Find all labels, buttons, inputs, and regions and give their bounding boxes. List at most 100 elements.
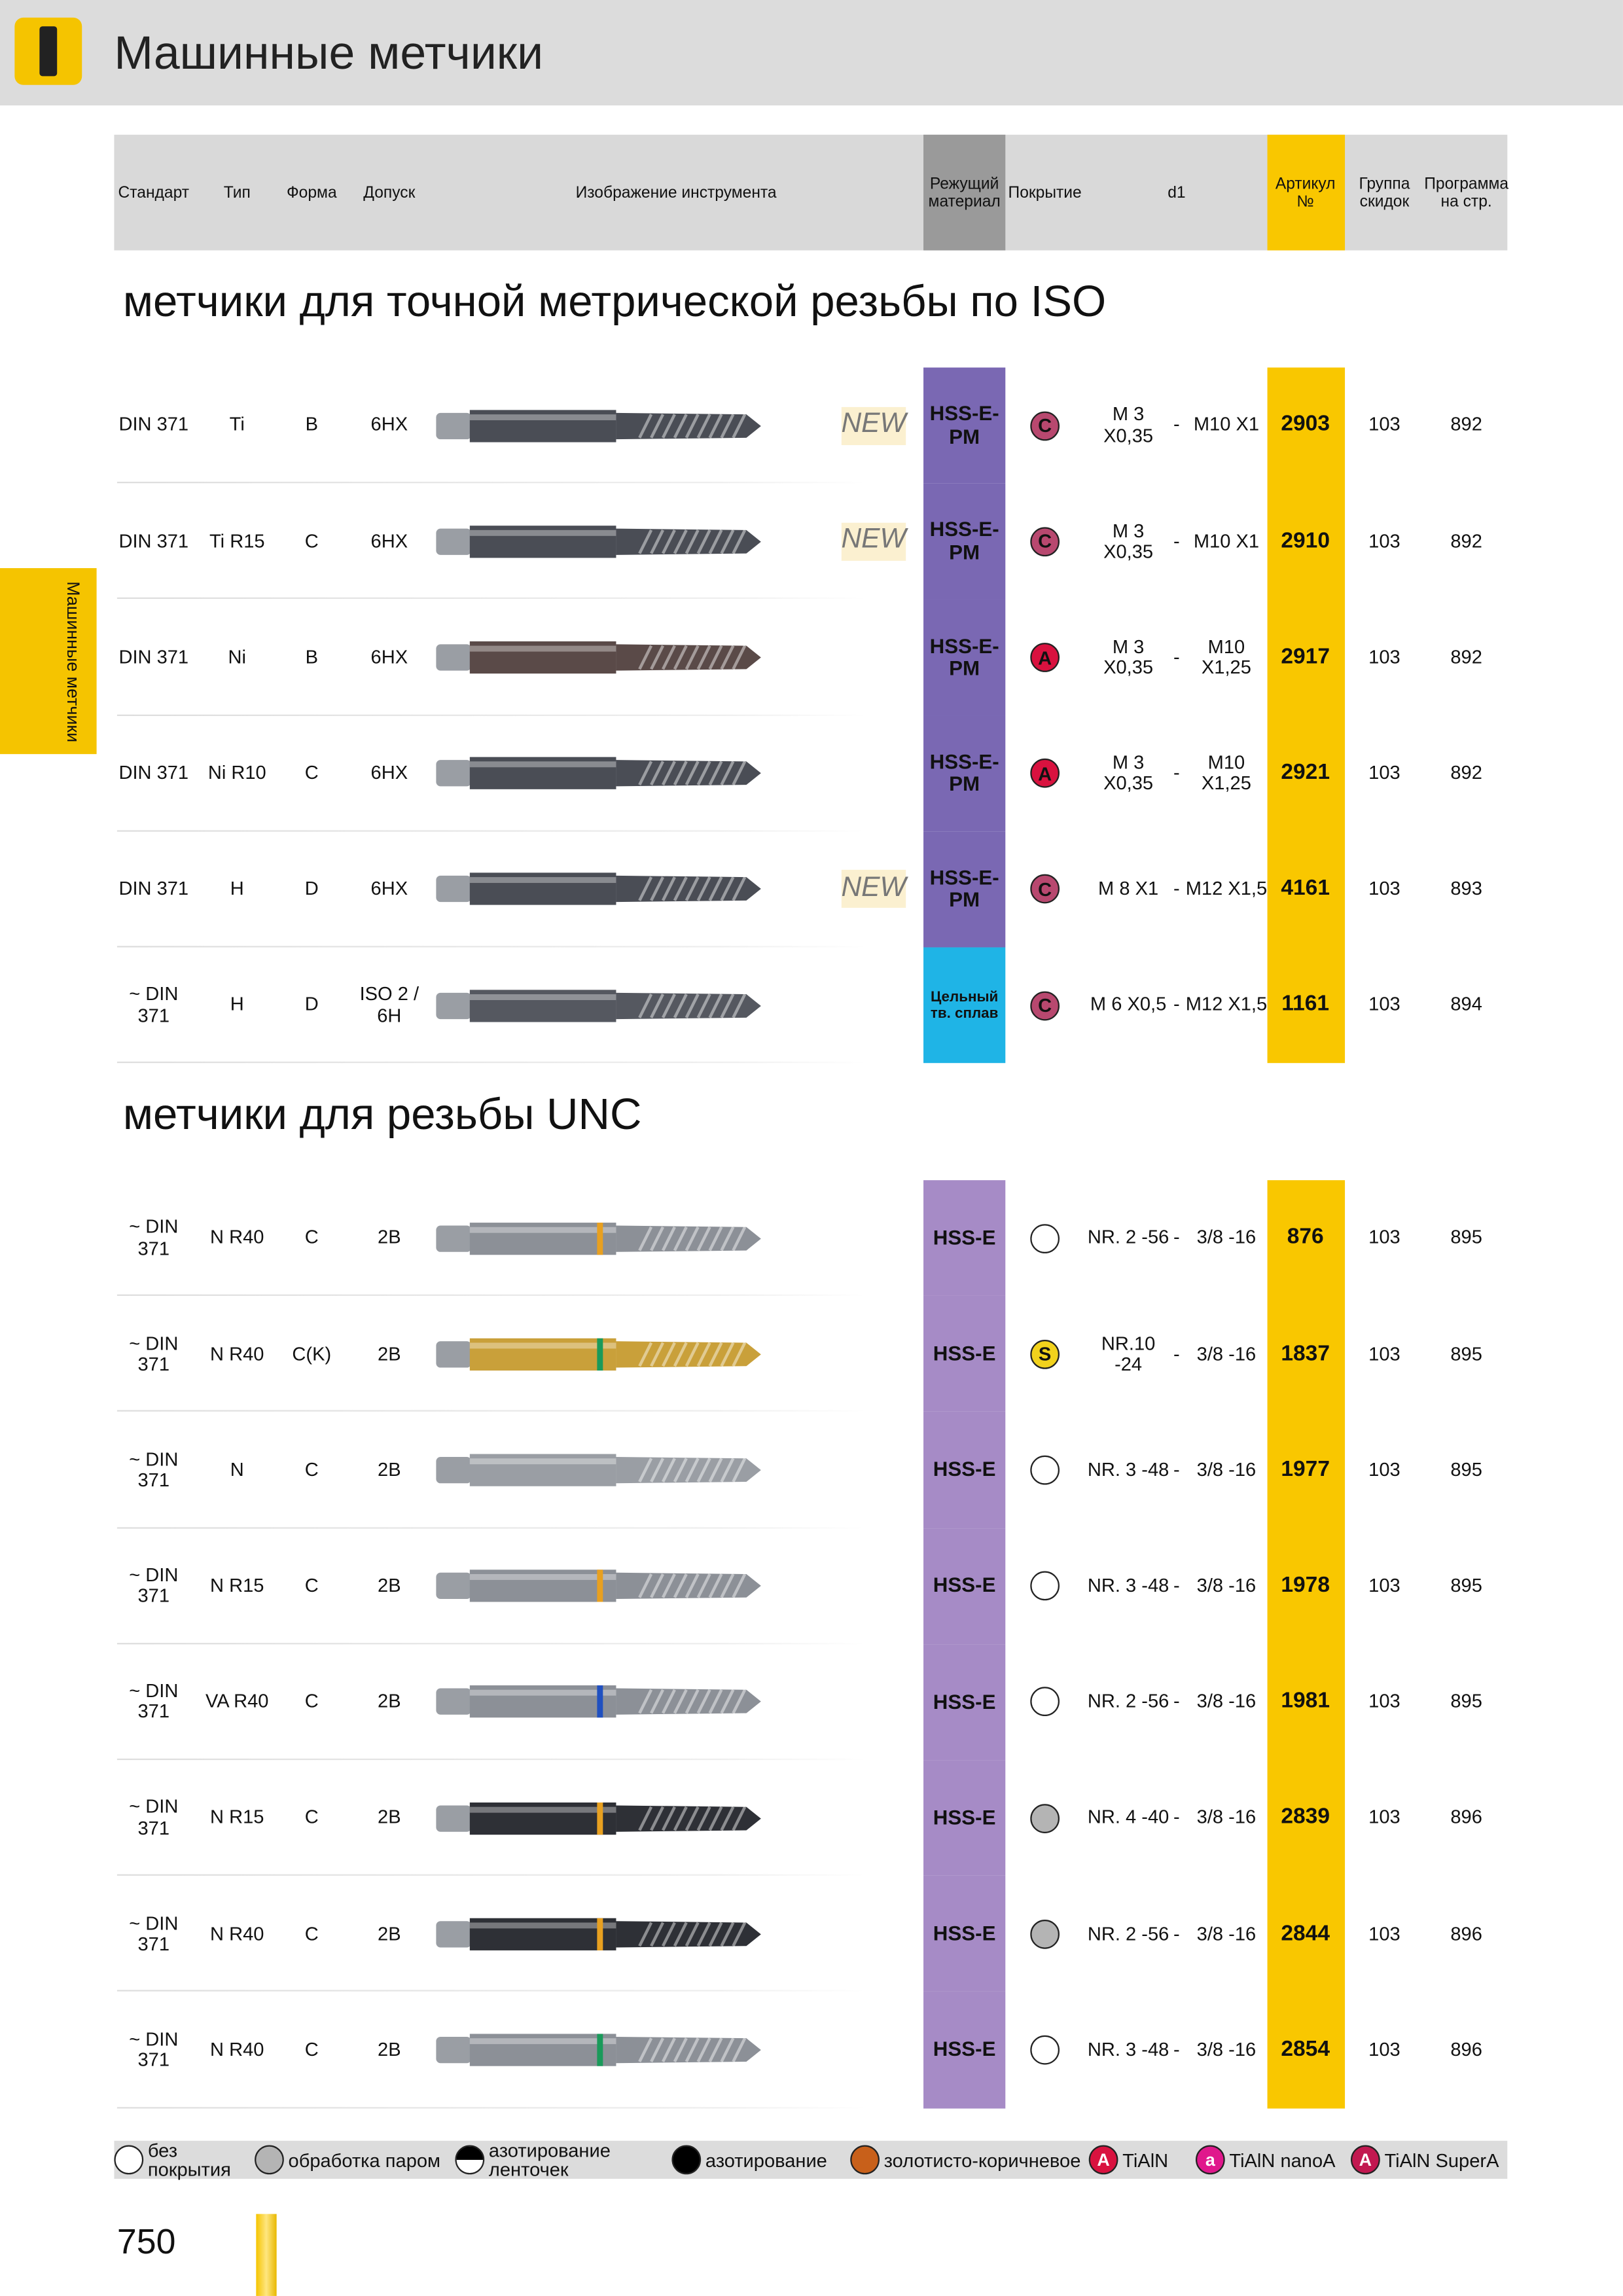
- tool-part: [696, 1225, 711, 1251]
- new-badge: NEW: [841, 406, 906, 445]
- tool-part: [720, 1805, 735, 1831]
- tool-part: [650, 1225, 664, 1251]
- tool-part: [673, 876, 688, 902]
- new-badge: NEW: [841, 870, 906, 908]
- tool-part: [732, 1342, 747, 1367]
- tool-part: [685, 1225, 700, 1251]
- d1-separator: -: [1173, 1922, 1180, 1945]
- legend-icon: A: [1088, 2145, 1118, 2175]
- tool-part: [616, 1689, 761, 1715]
- tool-image: [436, 873, 761, 906]
- column-header: Покрытие: [1008, 184, 1082, 202]
- tolerance: 2B: [378, 1690, 401, 1712]
- tool-part: [638, 993, 653, 1018]
- tool-part: [685, 1342, 700, 1367]
- catalog-page: 892: [1450, 529, 1482, 552]
- catalog-page: 895: [1450, 1226, 1482, 1249]
- tool-part: [685, 1921, 700, 1946]
- tool-part: [638, 645, 653, 670]
- tool-part: [720, 645, 735, 670]
- tool-part: [616, 760, 761, 787]
- tool-part: [597, 1338, 603, 1371]
- d1-from: NR. 3 -48: [1087, 2037, 1169, 2060]
- article-col-bg: [1267, 367, 1346, 1064]
- material-cell: [923, 947, 1006, 1064]
- d1-from: NR. 2 -56: [1087, 1226, 1169, 1249]
- tool-part: [673, 1805, 688, 1831]
- d1-from: M 3 X0,35: [1103, 635, 1154, 678]
- tool-part: [638, 1573, 653, 1599]
- tool-part: [661, 876, 676, 902]
- d1-separator: -: [1173, 645, 1180, 668]
- tool-part: [650, 993, 664, 1018]
- d1-from: NR. 3 -48: [1087, 1574, 1169, 1596]
- material: HSS-E: [933, 1573, 996, 1597]
- tool-part: [436, 760, 472, 787]
- tool-part: [616, 876, 761, 903]
- column-header: Изображение инструмента: [575, 184, 777, 202]
- material-cell: [923, 1528, 1006, 1644]
- tool-part: [685, 1805, 700, 1831]
- tool-part: [436, 1689, 472, 1715]
- tool-image: [436, 409, 761, 442]
- new-badge: NEW: [841, 522, 906, 561]
- column-header: Группа скидок: [1359, 175, 1410, 211]
- tool-part: [616, 1920, 761, 1948]
- d1-separator: -: [1173, 1226, 1180, 1249]
- side-tab-bg: [0, 568, 97, 755]
- column-header: Тип: [223, 184, 251, 202]
- tool-part: [597, 1802, 603, 1835]
- discount-group: 103: [1368, 1458, 1400, 1480]
- tool-part: [469, 529, 616, 536]
- discount-group: 103: [1368, 413, 1400, 436]
- form: C: [304, 529, 319, 552]
- tool-part: [720, 993, 735, 1018]
- catalog-page: 894: [1450, 993, 1482, 1016]
- tool-part: [696, 1689, 711, 1715]
- catalog-page: 892: [1450, 645, 1482, 668]
- tool-part: [708, 413, 723, 439]
- tool-part: [469, 1222, 616, 1255]
- type: N R40: [210, 1342, 264, 1365]
- material: HSS-E: [933, 1805, 996, 1829]
- d1-to: M10 X1,25: [1201, 751, 1251, 794]
- tool-part: [685, 1458, 700, 1483]
- tool-part: [469, 1342, 616, 1349]
- material-cell: [923, 1876, 1006, 1992]
- d1-separator: -: [1173, 1690, 1180, 1712]
- catalog-page: 896: [1450, 1922, 1482, 1945]
- standard: DIN 371: [118, 413, 189, 436]
- page-number: 750: [116, 2223, 176, 2263]
- row-separator: [116, 482, 866, 484]
- tool-part: [708, 1342, 723, 1367]
- tool-part: [469, 1454, 616, 1486]
- material-cell: [923, 831, 1006, 948]
- d1-from: M 6 X0,5: [1090, 993, 1167, 1016]
- tool-part: [469, 525, 616, 558]
- tool-part: [469, 757, 616, 790]
- tool-image: [436, 1918, 761, 1950]
- tool-part: [708, 2037, 723, 2062]
- tool-part: [732, 529, 747, 554]
- d1-separator: -: [1173, 1574, 1180, 1596]
- legend-band: [114, 2140, 1508, 2179]
- catalog-page: 892: [1450, 761, 1482, 783]
- form: C: [304, 761, 319, 783]
- icon-tap: [39, 26, 58, 77]
- header-title: Машинные метчики: [114, 26, 544, 79]
- tolerance: 2B: [378, 1342, 401, 1365]
- tool-part: [436, 1920, 472, 1948]
- d1-to: M10 X1: [1193, 529, 1260, 552]
- standard: ~ DIN 371: [129, 1215, 179, 1259]
- coating-icon: [1030, 2035, 1060, 2065]
- column-header: d1: [1168, 184, 1186, 202]
- d1-separator: -: [1173, 1458, 1180, 1480]
- discount-group: 103: [1368, 1690, 1400, 1712]
- tool-part: [469, 873, 616, 906]
- d1-to: 3/8 -16: [1196, 1342, 1257, 1365]
- tolerance: 2B: [378, 2037, 401, 2060]
- tool-part: [720, 413, 735, 439]
- material: HSS-E- PM: [929, 865, 999, 912]
- tool-part: [469, 1570, 616, 1602]
- material-cell: [923, 367, 1006, 484]
